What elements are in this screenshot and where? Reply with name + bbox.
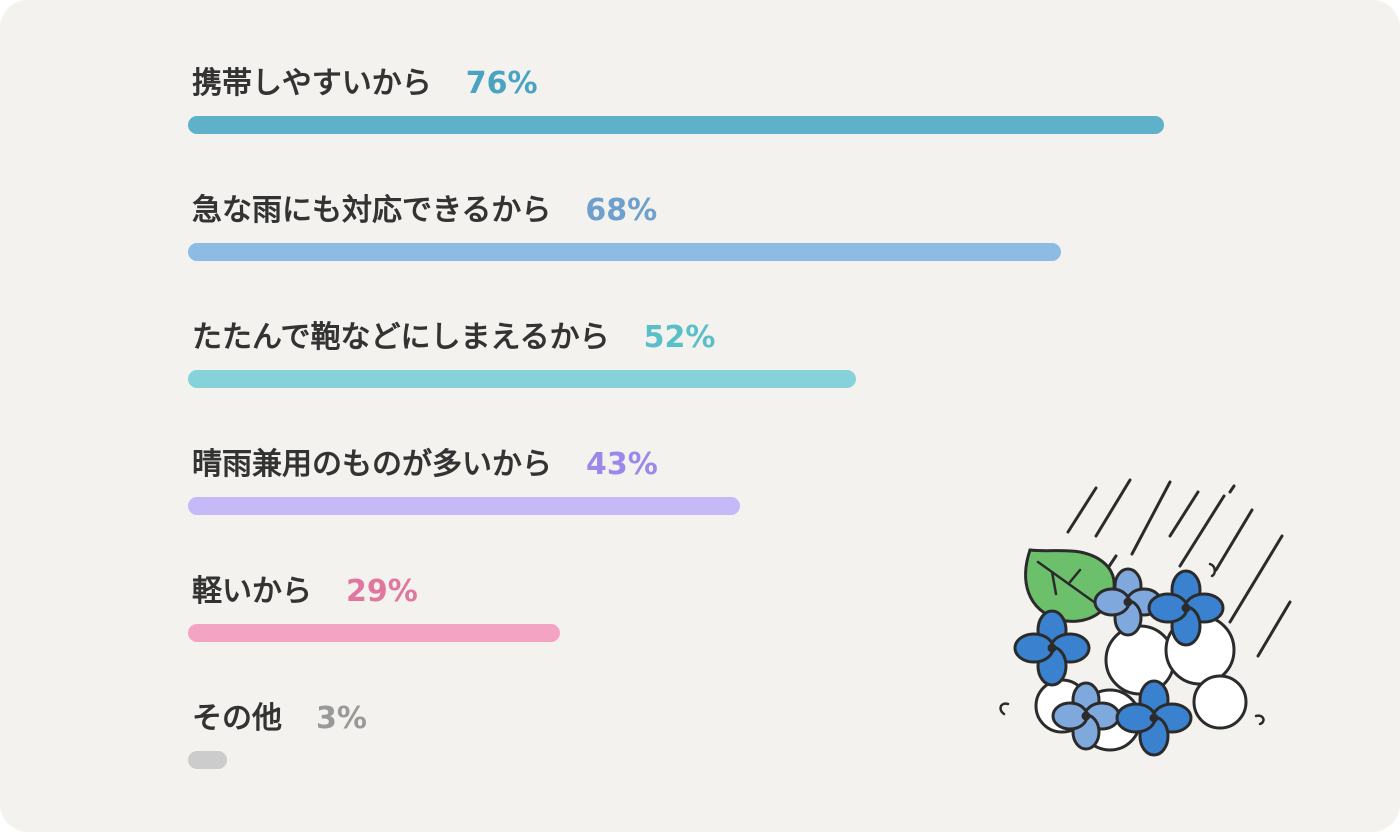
value-label: 3%	[316, 701, 367, 736]
bar-label-row: たたんで鞄などにしまえるから 52%	[192, 320, 715, 356]
category-label: 急な雨にも対応できるから	[192, 193, 552, 228]
bar-label-row: 携帯しやすいから 76%	[192, 66, 538, 102]
bar-label-row: 急な雨にも対応できるから 68%	[192, 193, 657, 229]
value-label: 52%	[643, 320, 716, 355]
bar	[188, 243, 1062, 261]
category-label: たたんで鞄などにしまえるから	[192, 320, 610, 355]
bar-label-row: 晴雨兼用のものが多いから 43%	[192, 447, 658, 483]
bar-label-row: その他 3%	[192, 701, 367, 737]
value-label: 43%	[586, 447, 658, 482]
bar	[188, 370, 856, 388]
value-label: 76%	[465, 66, 538, 101]
bar	[188, 497, 741, 515]
category-label: 軽いから	[192, 574, 312, 609]
category-label: 晴雨兼用のものが多いから	[192, 447, 552, 482]
value-label: 68%	[585, 193, 658, 228]
category-label: 携帯しやすいから	[192, 66, 432, 101]
value-label: 29%	[346, 574, 418, 609]
bar	[188, 116, 1164, 134]
category-label: その他	[192, 701, 282, 736]
bar-label-row: 軽いから 29%	[192, 574, 418, 610]
bar	[188, 624, 561, 642]
hydrangea-rain-icon	[999, 478, 1292, 757]
bar	[188, 751, 227, 769]
